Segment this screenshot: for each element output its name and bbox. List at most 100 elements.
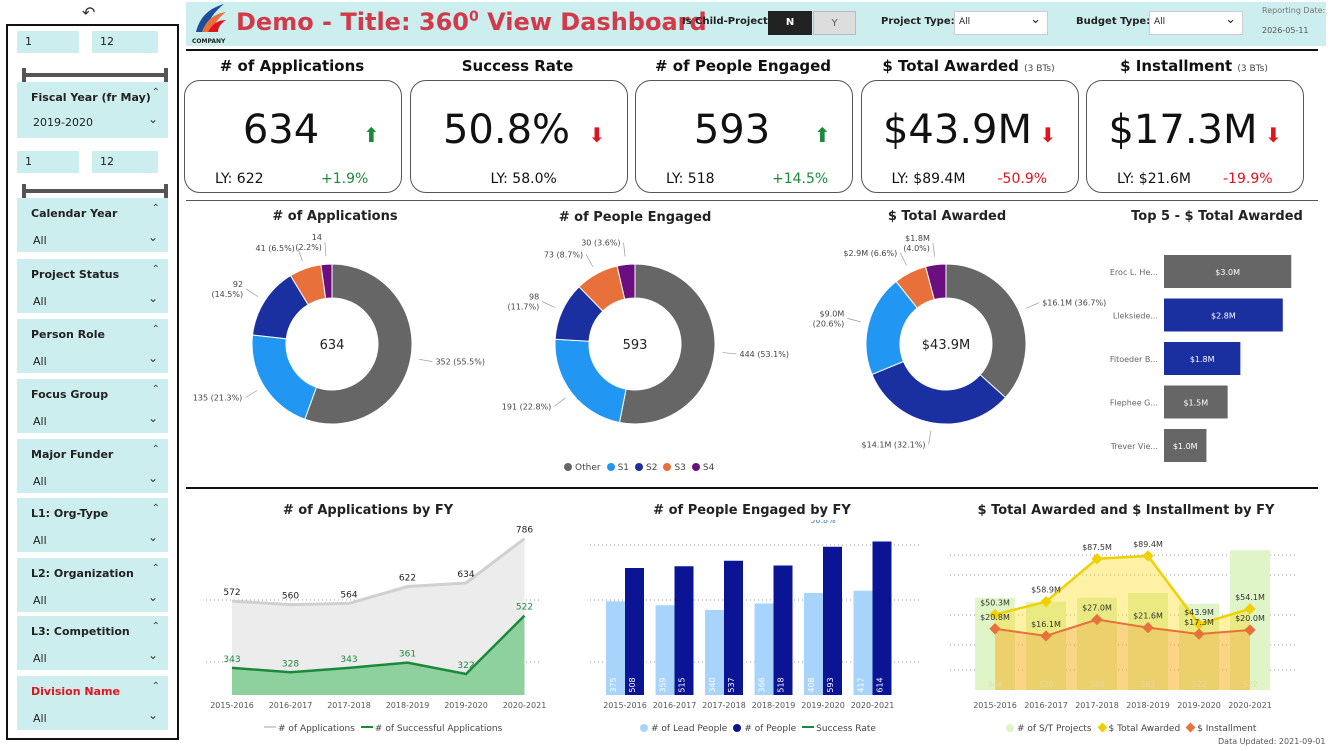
total-awarded-label: $50.3M — [980, 599, 1010, 608]
chevron-up-icon[interactable]: ⌃ — [151, 384, 160, 395]
marker-installment[interactable] — [1193, 628, 1205, 640]
marker-installment[interactable] — [1091, 613, 1103, 626]
chevron-down-icon[interactable]: ⌄ — [147, 530, 158, 544]
fiscal-year-slicer[interactable]: Fiscal Year (fr May) ⌃ 2019-2020 ⌄ — [17, 82, 168, 138]
bar-people[interactable] — [625, 568, 644, 695]
child-project-n-button[interactable]: N — [768, 11, 812, 35]
legend-dot — [640, 724, 648, 732]
filter-sidebar: 1 12 Fiscal Year (fr May) ⌃ 2019-2020 ⌄ … — [6, 24, 179, 740]
chevron-down-icon[interactable]: ⌄ — [147, 112, 158, 126]
slicer-l1-org-type[interactable]: L1: Org-Type ⌃ All ⌄ — [17, 498, 168, 552]
chevron-up-icon[interactable]: ⌃ — [151, 264, 160, 275]
data-label-applications: 572 — [223, 588, 240, 598]
chevron-down-icon[interactable]: ⌄ — [147, 708, 158, 722]
donut-slice-other[interactable] — [618, 263, 716, 425]
top5-bar[interactable] — [1164, 342, 1241, 375]
bar-st-projects[interactable] — [1128, 593, 1168, 690]
marker-installment[interactable] — [1244, 624, 1256, 636]
chevron-down-icon[interactable]: ⌄ — [147, 590, 158, 604]
slicer-division-name[interactable]: Division Name ⌃ All ⌄ — [17, 676, 168, 730]
cal-range-to-input[interactable]: 12 — [92, 151, 158, 173]
donut-slice-s4[interactable] — [616, 263, 636, 300]
bar-st-projects[interactable] — [1077, 597, 1117, 690]
bar-people[interactable] — [823, 546, 842, 695]
chevron-down-icon[interactable]: ⌄ — [147, 230, 158, 244]
bar-st-projects[interactable] — [1230, 550, 1270, 690]
chevron-up-icon[interactable]: ⌃ — [151, 503, 160, 514]
marker-total-awarded[interactable] — [1244, 603, 1256, 615]
budget-type-label: Budget Type: — [1076, 16, 1151, 27]
donut-slice-s2[interactable] — [871, 360, 1007, 425]
chevron-down-icon[interactable]: ⌄ — [147, 471, 158, 485]
chevron-up-icon[interactable]: ⌃ — [151, 324, 160, 335]
undo-icon[interactable]: ↶ — [82, 3, 96, 22]
chevron-up-icon[interactable]: ⌃ — [151, 563, 160, 574]
bar-people[interactable] — [872, 541, 892, 696]
marker-installment[interactable] — [1142, 621, 1154, 634]
kpi-title: # of Applications — [183, 57, 401, 75]
bar-lead-people[interactable] — [853, 590, 873, 695]
leader-line — [245, 288, 259, 297]
bar-st-projects[interactable] — [1179, 603, 1219, 690]
chevron-up-icon[interactable]: ⌃ — [151, 621, 160, 632]
kpi-last-year: LY: 518 — [666, 171, 715, 187]
chevron-up-icon[interactable]: ⌃ — [151, 444, 160, 455]
chevron-down-icon[interactable]: ⌄ — [147, 411, 158, 425]
leader-line — [932, 242, 936, 257]
donut-slice-s1[interactable] — [251, 334, 318, 420]
child-project-y-button[interactable]: Y — [813, 11, 856, 35]
chevron-up-icon[interactable]: ⌃ — [151, 203, 160, 214]
top5-bar[interactable] — [1164, 429, 1207, 462]
donut-slice-other[interactable] — [945, 263, 1027, 399]
legend-label: $ Installment — [1197, 724, 1257, 734]
donut-slice-s4[interactable] — [925, 263, 947, 301]
bar-lead-people[interactable] — [804, 593, 823, 695]
slicer-project-status[interactable]: Project Status ⌃ All ⌄ — [17, 259, 168, 313]
logo-text: COMPANY — [192, 38, 226, 45]
leader-line — [722, 352, 737, 355]
donut-slice-s1[interactable] — [554, 338, 627, 424]
slicer-major-funder[interactable]: Major Funder ⌃ All ⌄ — [17, 439, 168, 493]
top5-bar[interactable] — [1164, 385, 1228, 419]
budget-type-dropdown[interactable]: All ⌄ — [1149, 11, 1243, 35]
installment-label: $16.1M — [1031, 620, 1061, 629]
bar-lead-people[interactable] — [655, 605, 675, 695]
top5-bar[interactable] — [1164, 298, 1283, 332]
cal-range-slider[interactable] — [22, 184, 168, 198]
project-type-dropdown[interactable]: All ⌄ — [954, 11, 1048, 35]
donut-center-value: $43.9M — [922, 338, 970, 353]
leader-line — [418, 358, 433, 362]
bar-lead-people[interactable] — [754, 603, 774, 696]
marker-total-awarded[interactable] — [1091, 553, 1103, 565]
donut-slice-s4[interactable] — [320, 263, 333, 300]
slicer-l2-organization[interactable]: L2: Organization ⌃ All ⌄ — [17, 558, 168, 612]
chevron-up-icon[interactable]: ⌃ — [151, 87, 160, 98]
bar-people[interactable] — [773, 565, 793, 696]
arrow-up-icon: ⬆ — [814, 123, 831, 147]
bar-lead-people[interactable] — [705, 610, 724, 695]
marker-total-awarded[interactable] — [1142, 550, 1154, 562]
fiscal-year-label: Fiscal Year (fr May) — [31, 91, 151, 104]
marker-installment[interactable] — [1040, 630, 1052, 642]
slicer-person-role[interactable]: Person Role ⌃ All ⌄ — [17, 319, 168, 373]
fy-range-slider[interactable] — [22, 68, 168, 82]
fy-range-to-input[interactable]: 12 — [92, 31, 158, 53]
chevron-up-icon[interactable]: ⌃ — [151, 681, 160, 692]
chevron-down-icon[interactable]: ⌄ — [147, 291, 158, 305]
donut-slice-other[interactable] — [304, 263, 413, 425]
x-tick-label: 2017-2018 — [702, 701, 746, 710]
fy-range-from-input[interactable]: 1 — [17, 31, 79, 53]
slicer-l3-competition[interactable]: L3: Competition ⌃ All ⌄ — [17, 616, 168, 670]
bar-st-projects[interactable] — [1026, 601, 1066, 690]
cal-range-from-input[interactable]: 1 — [17, 151, 79, 173]
marker-total-awarded[interactable] — [1040, 595, 1052, 608]
bar-people[interactable] — [724, 560, 743, 695]
bar-people[interactable] — [674, 566, 694, 695]
top5-bar[interactable] — [1164, 255, 1292, 288]
bar-lead-people[interactable] — [606, 601, 625, 695]
chevron-down-icon[interactable]: ⌄ — [147, 351, 158, 365]
slicer-calendar-year[interactable]: Calendar Year ⌃ All ⌄ — [17, 198, 168, 252]
chevron-down-icon[interactable]: ⌄ — [147, 648, 158, 662]
marker-total-awarded[interactable] — [1193, 618, 1205, 630]
slicer-focus-group[interactable]: Focus Group ⌃ All ⌄ — [17, 379, 168, 433]
